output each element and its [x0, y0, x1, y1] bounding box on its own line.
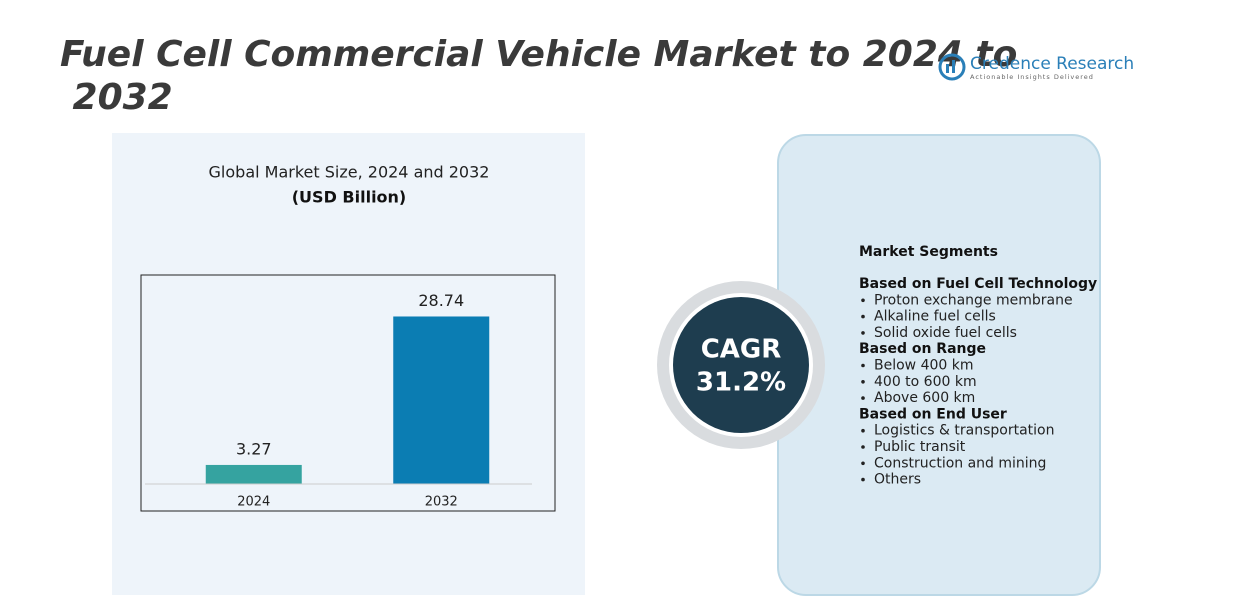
bullet — [861, 363, 865, 368]
value-label: 28.74 — [418, 291, 464, 310]
segment-heading: Based on End User — [859, 406, 1007, 422]
segment-item: Above 600 km — [874, 390, 975, 406]
segment-item: Construction and mining — [874, 455, 1046, 471]
logo-icon — [938, 53, 966, 81]
bullet — [861, 428, 865, 433]
segment-item: 400 to 600 km — [874, 374, 977, 390]
segment-item: Alkaline fuel cells — [874, 309, 996, 325]
segment-item: Others — [874, 472, 921, 488]
chart-title: Global Market Size, 2024 and 2032 — [209, 163, 490, 182]
segment-item: Logistics & transportation — [874, 423, 1054, 439]
left-panel — [112, 133, 585, 595]
bullet — [861, 477, 865, 482]
bar — [393, 316, 490, 484]
bullet — [861, 461, 865, 466]
bullet — [861, 331, 865, 335]
cagr-value: 31.2% — [696, 368, 786, 398]
bullet — [861, 314, 865, 319]
bullet — [861, 380, 865, 384]
title-line: Fuel Cell Commercial Vehicle Market to 2… — [60, 34, 1017, 118]
segment-item: Public transit — [874, 439, 966, 455]
segment-item: Below 400 km — [874, 358, 974, 374]
logo-name: Credence Research — [970, 54, 1134, 74]
bullet — [861, 445, 865, 449]
chart-subtitle: (USD Billion) — [292, 188, 407, 207]
bullet — [861, 396, 865, 400]
bar — [205, 464, 302, 484]
chart-frame — [140, 274, 556, 512]
x-tick-label: 2024 — [237, 495, 270, 510]
cagr-label: CAGR — [701, 335, 782, 365]
x-tick-label: 2032 — [425, 495, 458, 510]
segment-item: Proton exchange membrane — [874, 292, 1073, 308]
segment-heading: Based on Fuel Cell Technology — [859, 276, 1097, 292]
logo: Credence Research Actionable Insights De… — [938, 53, 1134, 81]
value-label: 3.27 — [236, 439, 272, 458]
segment-item: Solid oxide fuel cells — [874, 325, 1017, 341]
cagr-circle — [673, 297, 809, 433]
bullet — [861, 298, 865, 303]
segment-heading: Based on Range — [859, 341, 986, 357]
logo-icon — [946, 64, 949, 73]
segments-title: Market Segments — [859, 244, 998, 260]
logo-tagline: Actionable Insights Delivered — [970, 73, 1094, 81]
logo-icon — [952, 60, 955, 73]
